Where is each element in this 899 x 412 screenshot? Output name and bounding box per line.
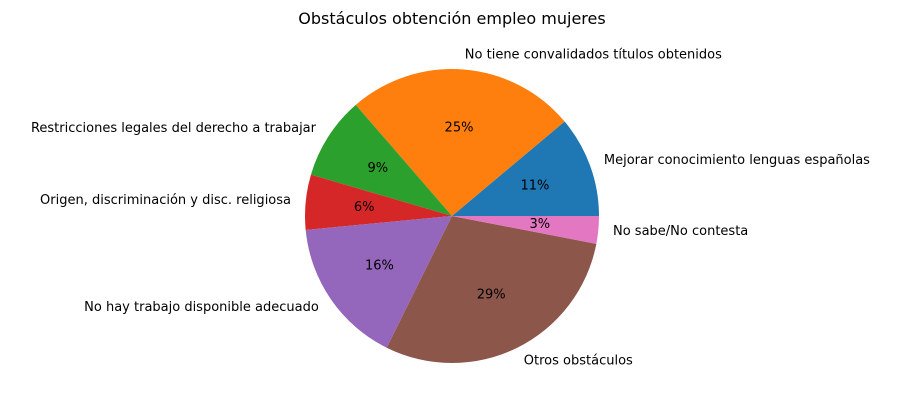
slice-category-label: No hay trabajo disponible adecuado <box>84 300 319 315</box>
slice-percent-label: 6% <box>354 200 375 215</box>
slice-percent-label: 29% <box>477 288 506 303</box>
slice-percent-label: 25% <box>445 121 474 136</box>
pie-slice-7 <box>452 216 599 244</box>
pie-slice-5 <box>305 216 452 348</box>
slice-category-label: Origen, discriminación y disc. religiosa <box>40 193 291 208</box>
slice-category-label: Mejorar conocimiento lenguas españolas <box>604 153 870 168</box>
slice-percent-label: 11% <box>520 178 549 193</box>
pie-slice-4 <box>305 174 452 230</box>
pie-slice-3 <box>310 104 452 216</box>
slice-percent-label: 16% <box>365 259 394 274</box>
pie-slice-1 <box>452 121 599 216</box>
slice-category-label: Restricciones legales del derecho a trab… <box>31 121 317 136</box>
pie-slice-6 <box>386 216 597 363</box>
chart-title: Obstáculos obtención empleo mujeres <box>298 9 605 28</box>
pie-slice-2 <box>355 68 565 216</box>
slice-percent-label: 3% <box>529 217 550 232</box>
slice-percent-label: 9% <box>367 161 388 176</box>
slice-category-label: No sabe/No contesta <box>613 224 748 239</box>
slice-category-label: No tiene convalidados títulos obtenidos <box>465 47 722 62</box>
slice-category-label: Otros obstáculos <box>524 353 633 368</box>
